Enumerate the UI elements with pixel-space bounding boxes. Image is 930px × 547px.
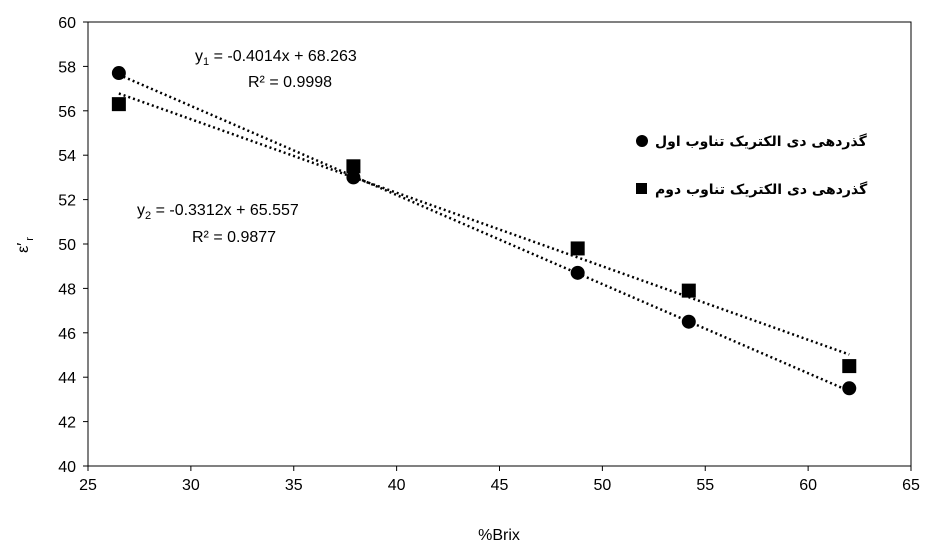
point-series-1 [346, 170, 361, 185]
y-tick-label: 44 [58, 370, 76, 387]
series-2-eq-rest: = -0.3312x + 65.557 [151, 202, 299, 219]
point-series-1 [681, 314, 696, 329]
x-axis-ticks: 25 30 35 40 45 50 55 60 65 [79, 466, 920, 494]
point-series-1 [111, 66, 126, 81]
y-tick-label: 42 [58, 415, 76, 432]
point-series-2 [681, 283, 696, 298]
series-2-r2: R² = 0.9877 [192, 229, 276, 246]
point-series-2 [346, 159, 361, 174]
legend-label-series-2: گذردهی دی الکتریک تناوب دوم [655, 181, 868, 198]
x-tick-label: 30 [182, 477, 200, 494]
y-tick-label: 56 [58, 104, 76, 121]
x-tick-label: 55 [696, 477, 714, 494]
x-tick-label: 25 [79, 477, 97, 494]
x-tick-label: 45 [491, 477, 509, 494]
point-series-1 [842, 381, 857, 396]
y-tick-label: 50 [58, 237, 76, 254]
series-1-eq-prefix: y [195, 48, 203, 65]
y-axis-label-main: ε′ [15, 243, 32, 253]
x-tick-label: 65 [902, 477, 920, 494]
series-2-equation: y2 = -0.3312x + 65.557 [137, 202, 299, 222]
y-tick-label: 58 [58, 59, 76, 76]
y-axis-ticks: 40 42 44 46 48 50 52 54 56 58 60 [58, 15, 88, 476]
series-2-eq-sub: 2 [145, 210, 151, 222]
series-1-r2: R² = 0.9998 [248, 74, 332, 91]
legend: گذردهی دی الکتریک تناوب اول گذردهی دی ال… [636, 133, 868, 198]
legend-marker-series-1 [636, 135, 648, 147]
y-tick-label: 46 [58, 326, 76, 343]
y-tick-label: 40 [58, 459, 76, 476]
trendlines [118, 73, 850, 393]
x-axis-label: %Brix [478, 527, 520, 544]
legend-marker-series-2 [636, 183, 647, 194]
legend-label-series-1: گذردهی دی الکتریک تناوب اول [655, 133, 868, 150]
point-series-1 [570, 265, 585, 280]
series-1-eq-rest: = -0.4014x + 68.263 [209, 48, 357, 65]
point-series-2 [111, 97, 126, 112]
y-axis-label-sub: r [24, 237, 36, 241]
y-tick-label: 60 [58, 15, 76, 32]
y-tick-label: 52 [58, 193, 76, 210]
point-series-2 [570, 241, 585, 256]
y-tick-label: 54 [58, 148, 76, 165]
x-tick-label: 35 [285, 477, 303, 494]
data-points [111, 66, 857, 396]
y-axis-label: ε′ r [15, 237, 36, 253]
x-tick-label: 50 [593, 477, 611, 494]
x-tick-label: 60 [799, 477, 817, 494]
point-series-2 [842, 359, 857, 374]
series-1-eq-sub: 1 [203, 56, 209, 68]
series-1-equation: y1 = -0.4014x + 68.263 [195, 48, 357, 68]
series-2-eq-prefix: y [137, 202, 145, 219]
x-tick-label: 40 [388, 477, 406, 494]
y-tick-label: 48 [58, 281, 76, 298]
trendline-series-2 [118, 92, 850, 356]
